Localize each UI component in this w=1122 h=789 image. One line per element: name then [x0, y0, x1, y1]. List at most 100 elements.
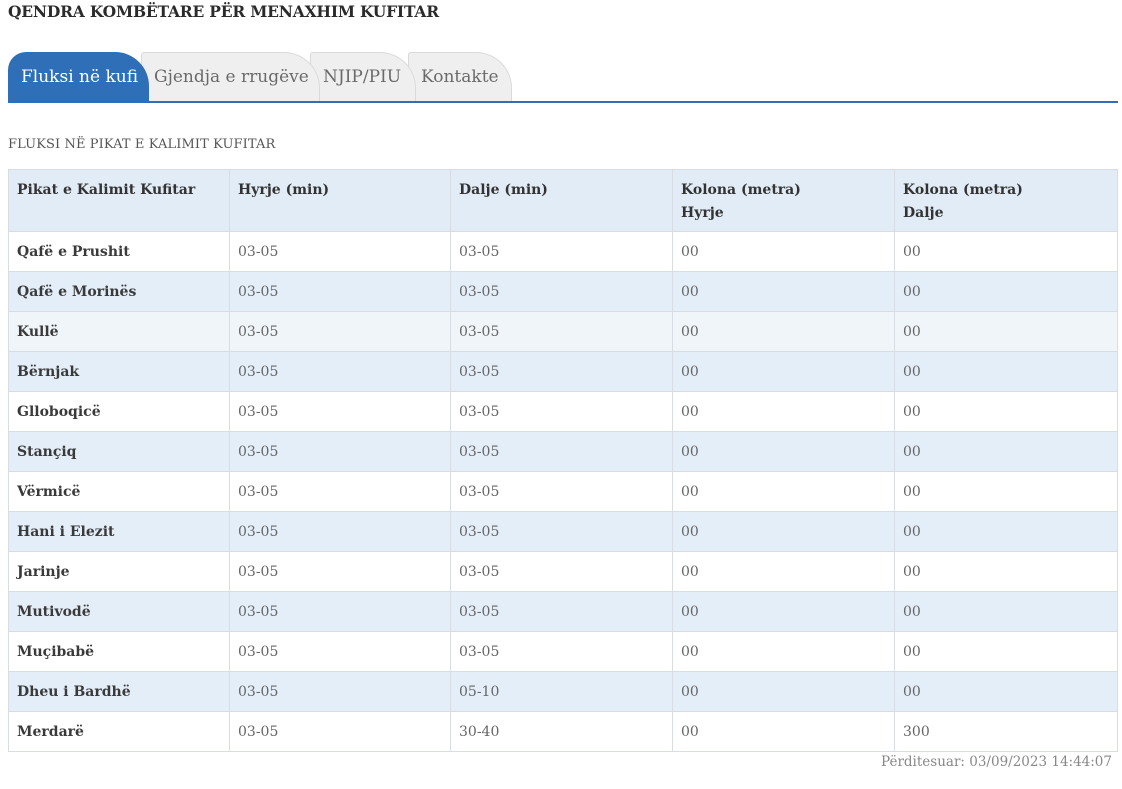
- table-cell: 00: [672, 631, 895, 672]
- column-header-label: Pikat e Kalimit Kufitar: [17, 182, 196, 198]
- table-cell: 00: [894, 351, 1118, 392]
- table-cell: 00: [672, 271, 895, 312]
- table-body: Qafë e Prushit 03-05 03-05 00 00 Qafë e Morin…: [8, 231, 1118, 752]
- flux-table: Pikat e Kalimit Kufitar Hyrje (min) Dalj…: [8, 169, 1118, 752]
- table-cell: 00: [894, 551, 1118, 592]
- column-header-queue-entry: Kolona (metra) Hyrje: [672, 169, 895, 232]
- column-header-queue-exit: Kolona (metra) Dalje: [894, 169, 1118, 232]
- table-cell: 05-10: [450, 671, 673, 712]
- tab-bar: Fluksi në kufi Gjendja e rrugëve NJIP/PI…: [8, 52, 1118, 103]
- border-crossing-name: Merdarë: [8, 711, 230, 752]
- column-header-entry-min: Hyrje (min): [229, 169, 451, 232]
- table-row: Kullë 03-05 03-05 00 00: [8, 311, 1118, 352]
- table-cell: 00: [894, 431, 1118, 472]
- table-cell: 03-05: [450, 551, 673, 592]
- tab-njip-piu[interactable]: NJIP/PIU: [310, 52, 416, 101]
- table-cell: 03-05: [450, 231, 673, 272]
- table-cell: 03-05: [229, 351, 451, 392]
- table-header-row: Pikat e Kalimit Kufitar Hyrje (min) Dalj…: [8, 169, 1118, 232]
- table-cell: 03-05: [229, 511, 451, 552]
- table-cell: 03-05: [450, 511, 673, 552]
- table-cell: 03-05: [450, 351, 673, 392]
- column-header-exit-min: Dalje (min): [450, 169, 673, 232]
- border-crossing-name: Muçibabë: [8, 631, 230, 672]
- table-cell: 00: [894, 311, 1118, 352]
- table-cell: 03-05: [229, 471, 451, 512]
- table-cell: 00: [672, 231, 895, 272]
- table-row: Hani i Elezit 03-05 03-05 00 00: [8, 511, 1118, 552]
- table-cell: 03-05: [229, 551, 451, 592]
- border-crossing-name: Qafë e Morinës: [8, 271, 230, 312]
- table-cell: 00: [672, 671, 895, 712]
- table-cell: 00: [672, 311, 895, 352]
- table-cell: 00: [672, 511, 895, 552]
- table-row: Qafë e Morinës 03-05 03-05 00 00: [8, 271, 1118, 312]
- table-cell: 00: [894, 631, 1118, 672]
- page-title: QENDRA KOMBËTARE PËR MENAXHIM KUFITAR: [8, 2, 439, 21]
- table-cell: 00: [894, 671, 1118, 712]
- table-row: Qafë e Prushit 03-05 03-05 00 00: [8, 231, 1118, 272]
- table-cell: 03-05: [450, 631, 673, 672]
- tab-gjendja-e-rrugeve[interactable]: Gjendja e rrugëve: [141, 52, 320, 101]
- table-cell: 300: [894, 711, 1118, 752]
- table-row: Bërnjak 03-05 03-05 00 00: [8, 351, 1118, 392]
- border-crossing-name: Stançiq: [8, 431, 230, 472]
- border-crossing-name: Qafë e Prushit: [8, 231, 230, 272]
- table-cell: 00: [672, 471, 895, 512]
- table-cell: 00: [894, 471, 1118, 512]
- table-cell: 03-05: [229, 391, 451, 432]
- table-cell: 03-05: [229, 671, 451, 712]
- table-cell: 00: [672, 351, 895, 392]
- table-cell: 00: [894, 231, 1118, 272]
- column-header-sublabel: Dalje: [903, 205, 944, 221]
- table-row: Merdarë 03-05 30-40 00 300: [8, 711, 1118, 752]
- table-row: Jarinje 03-05 03-05 00 00: [8, 551, 1118, 592]
- table-row: Stançiq 03-05 03-05 00 00: [8, 431, 1118, 472]
- table-row: Muçibabë 03-05 03-05 00 00: [8, 631, 1118, 672]
- border-crossing-name: Dheu i Bardhë: [8, 671, 230, 712]
- table-cell: 00: [672, 391, 895, 432]
- table-cell: 00: [672, 591, 895, 632]
- column-header-border-crossing: Pikat e Kalimit Kufitar: [8, 169, 230, 232]
- tab-fluksi-ne-kufi[interactable]: Fluksi në kufi: [8, 52, 149, 101]
- last-updated: Përditesuar: 03/09/2023 14:44:07: [881, 754, 1112, 770]
- table-cell: 03-05: [450, 271, 673, 312]
- table-cell: 30-40: [450, 711, 673, 752]
- table-cell: 03-05: [450, 471, 673, 512]
- border-crossing-name: Jarinje: [8, 551, 230, 592]
- table-cell: 03-05: [229, 231, 451, 272]
- table-row: Dheu i Bardhë 03-05 05-10 00 00: [8, 671, 1118, 712]
- table-cell: 00: [894, 271, 1118, 312]
- table-cell: 03-05: [229, 631, 451, 672]
- table-cell: 00: [894, 591, 1118, 632]
- table-cell: 03-05: [450, 391, 673, 432]
- table-row: Glloboqicë 03-05 03-05 00 00: [8, 391, 1118, 432]
- table-row: Mutivodë 03-05 03-05 00 00: [8, 591, 1118, 632]
- table-cell: 03-05: [229, 591, 451, 632]
- column-header-label: Kolona (metra): [903, 182, 1023, 198]
- column-header-label: Hyrje (min): [238, 182, 330, 198]
- table-cell: 03-05: [450, 311, 673, 352]
- table-row: Vërmicë 03-05 03-05 00 00: [8, 471, 1118, 512]
- table-cell: 00: [894, 391, 1118, 432]
- table-cell: 00: [672, 711, 895, 752]
- table-cell: 00: [672, 551, 895, 592]
- table-cell: 03-05: [229, 311, 451, 352]
- tab-kontakte[interactable]: Kontakte: [408, 52, 512, 101]
- column-header-label: Dalje (min): [459, 182, 548, 198]
- table-cell: 03-05: [450, 431, 673, 472]
- column-header-sublabel: Hyrje: [681, 205, 724, 221]
- table-cell: 00: [672, 431, 895, 472]
- border-crossing-name: Mutivodë: [8, 591, 230, 632]
- column-header-label: Kolona (metra): [681, 182, 801, 198]
- border-crossing-name: Kullë: [8, 311, 230, 352]
- table-cell: 03-05: [450, 591, 673, 632]
- table-cell: 00: [894, 511, 1118, 552]
- table-cell: 03-05: [229, 271, 451, 312]
- border-crossing-name: Vërmicë: [8, 471, 230, 512]
- table-cell: 03-05: [229, 711, 451, 752]
- table-cell: 03-05: [229, 431, 451, 472]
- border-crossing-name: Glloboqicë: [8, 391, 230, 432]
- border-crossing-name: Hani i Elezit: [8, 511, 230, 552]
- border-crossing-name: Bërnjak: [8, 351, 230, 392]
